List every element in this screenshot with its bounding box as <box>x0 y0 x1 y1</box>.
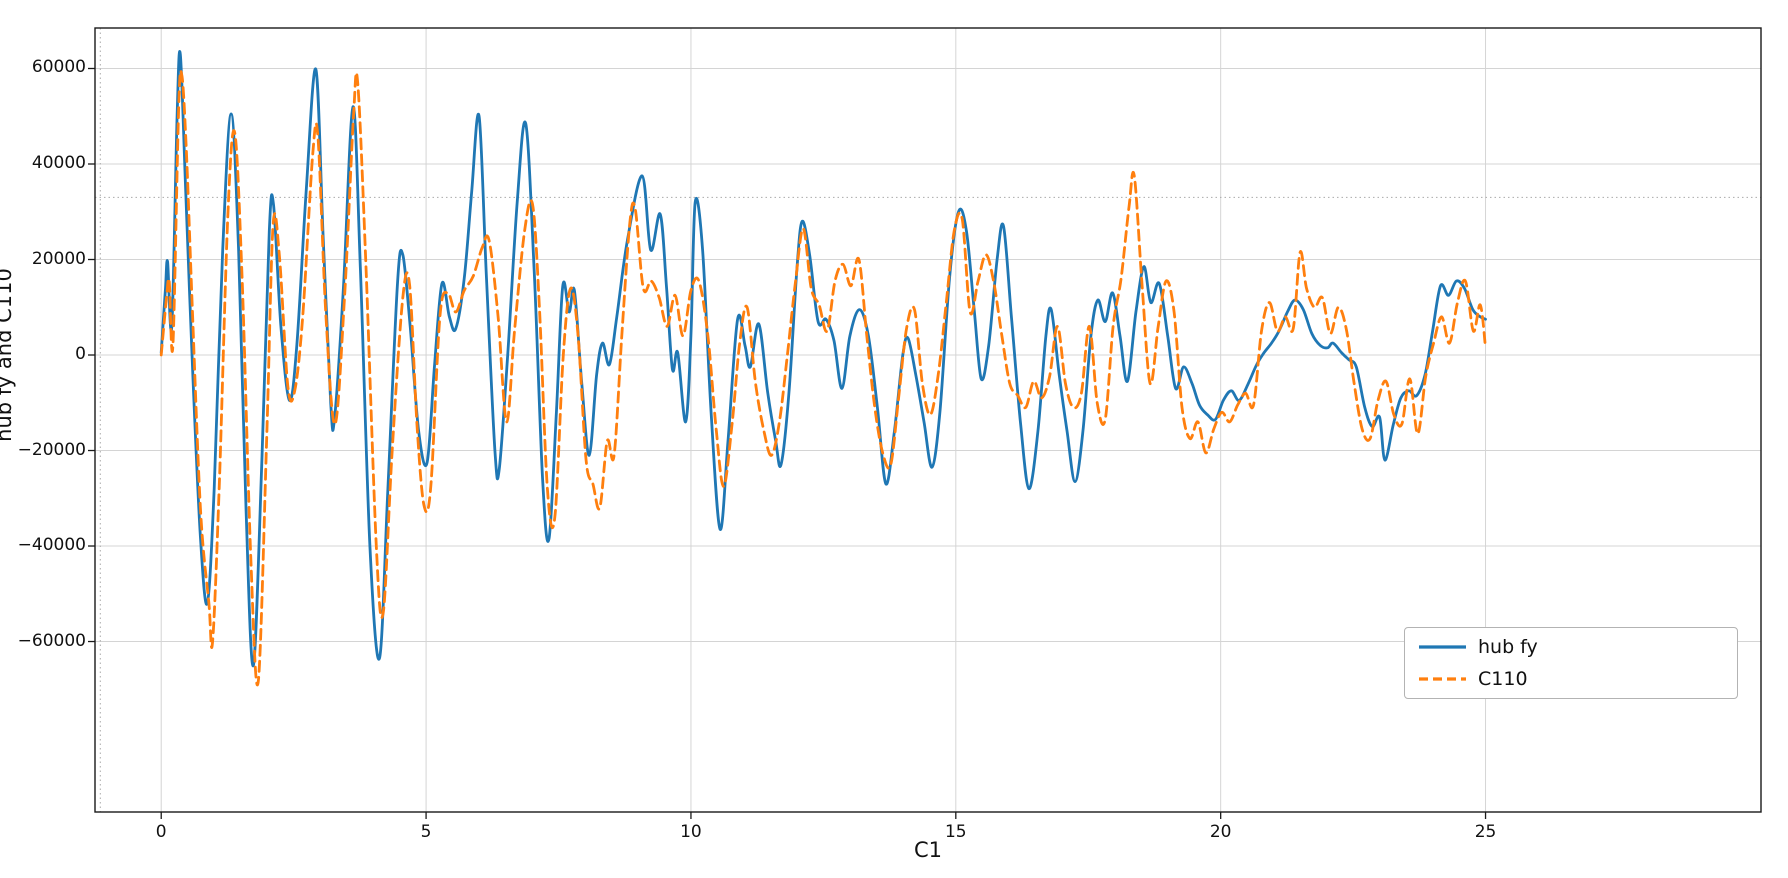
x-tick-label: 0 <box>155 822 167 842</box>
plot-frame <box>94 27 1762 813</box>
legend-entry-hub-fy: hub fy <box>1419 633 1737 661</box>
y-tick-label: 20000 <box>31 248 86 269</box>
series-line-c110 <box>159 69 1487 687</box>
legend: hub fy C110 <box>1404 627 1738 699</box>
legend-label: hub fy <box>1478 636 1538 658</box>
x-tick-label: 10 <box>680 822 702 842</box>
y-tick-label: −20000 <box>17 439 86 460</box>
legend-line-sample <box>1419 677 1466 681</box>
x-axis-label: C1 <box>913 838 943 862</box>
y-tick-label: 60000 <box>31 57 86 78</box>
x-tick-label: 5 <box>420 822 432 842</box>
y-tick-label: 0 <box>75 344 86 364</box>
x-tick-label: 25 <box>1474 822 1497 842</box>
y-tick-label: −60000 <box>17 630 86 651</box>
y-tick-label: −40000 <box>17 535 86 556</box>
legend-entry-c110: C110 <box>1419 665 1737 693</box>
y-axis-label: hub fy and C110 <box>0 268 16 442</box>
x-tick-label: 20 <box>1209 822 1232 842</box>
y-tick-label: 40000 <box>31 152 86 173</box>
x-tick-label: 15 <box>944 822 967 842</box>
legend-line-sample <box>1419 645 1466 649</box>
legend-label: C110 <box>1478 668 1528 690</box>
